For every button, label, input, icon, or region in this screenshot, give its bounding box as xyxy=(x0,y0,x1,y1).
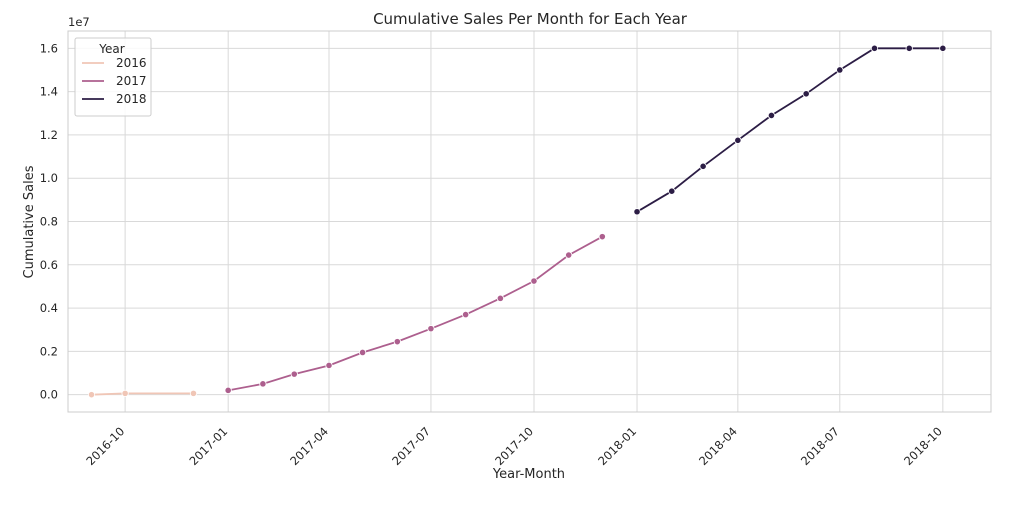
data-point xyxy=(325,361,333,370)
legend-box xyxy=(74,37,152,117)
y-tick-label: 0.2 xyxy=(40,344,58,358)
y-tick-label: 1.4 xyxy=(40,85,58,99)
y-tick-label: 1.6 xyxy=(40,41,58,55)
y-multiplier-label: 1e7 xyxy=(68,15,90,29)
series-2016 xyxy=(87,389,198,399)
x-tick-label: 2018-01 xyxy=(595,424,639,468)
data-point xyxy=(393,338,401,346)
data-point xyxy=(121,389,129,397)
data-point xyxy=(259,380,267,388)
x-tick-label: 2017-04 xyxy=(287,424,331,468)
x-tick-label: 2018-07 xyxy=(798,424,842,468)
plot-area xyxy=(67,30,992,413)
data-point xyxy=(224,386,232,394)
data-point xyxy=(668,187,676,195)
y-tick-label: 1.0 xyxy=(40,171,58,185)
data-point xyxy=(939,44,947,52)
legend-title: Year xyxy=(98,42,124,56)
series-line-2018 xyxy=(636,47,943,213)
grid xyxy=(68,31,991,412)
data-point xyxy=(598,233,606,241)
y-tick-label: 0.0 xyxy=(40,388,58,402)
x-axis-title: Year-Month xyxy=(492,467,565,482)
data-point xyxy=(870,44,879,52)
y-tick-label: 0.6 xyxy=(40,258,58,272)
data-point xyxy=(530,277,538,285)
data-point xyxy=(565,251,573,259)
x-tick-label: 2017-07 xyxy=(389,424,433,468)
legend-label-2016: 2016 xyxy=(116,56,147,70)
x-tick-label: 2017-10 xyxy=(492,424,536,468)
data-point xyxy=(767,111,776,120)
data-point xyxy=(427,325,435,333)
y-tick-label: 0.8 xyxy=(40,215,58,229)
x-tick-label: 2017-01 xyxy=(186,424,230,468)
series-2018 xyxy=(633,44,947,216)
data-point xyxy=(189,389,198,397)
series-2017 xyxy=(224,233,606,394)
x-tick-label: 2018-10 xyxy=(901,424,945,468)
data-point xyxy=(836,66,844,74)
x-axis: 2016-10 2017-01 2017-04 2017-07 2017-10 2018-… xyxy=(83,424,945,468)
y-axis: 0.0 0.2 0.4 0.6 0.8 1.0 1.2 1.4 1.6 xyxy=(40,41,58,401)
series-group xyxy=(87,44,947,399)
data-point xyxy=(290,370,298,378)
data-point xyxy=(633,208,641,216)
y-tick-label: 1.2 xyxy=(40,128,58,142)
data-point xyxy=(496,294,504,302)
chart-title: Cumulative Sales Per Month for Each Year xyxy=(373,10,688,28)
legend-label-2018: 2018 xyxy=(116,92,147,106)
x-tick-label: 2018-04 xyxy=(696,424,740,468)
data-point xyxy=(699,162,707,170)
series-line-2017 xyxy=(228,235,603,392)
data-point xyxy=(802,90,810,98)
legend: Year 2016 2017 2018 xyxy=(74,37,152,117)
data-point xyxy=(462,310,470,319)
y-axis-title: Cumulative Sales xyxy=(22,165,37,278)
data-point xyxy=(358,348,367,357)
data-point xyxy=(87,391,96,399)
data-point xyxy=(905,44,913,52)
data-point xyxy=(734,136,742,144)
y-tick-label: 0.4 xyxy=(40,301,58,315)
x-tick-label: 2016-10 xyxy=(83,424,127,468)
legend-label-2017: 2017 xyxy=(116,74,147,88)
